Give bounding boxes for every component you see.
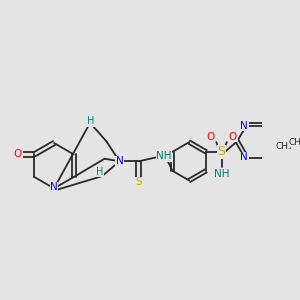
Text: N: N <box>240 121 248 130</box>
Text: CH₃: CH₃ <box>288 138 300 147</box>
Text: H: H <box>87 116 94 126</box>
Text: S: S <box>218 145 226 158</box>
Text: O: O <box>14 149 22 159</box>
Text: S: S <box>135 177 142 187</box>
Text: O: O <box>229 132 237 142</box>
Text: N: N <box>116 156 123 166</box>
Text: NH: NH <box>214 169 229 179</box>
Text: NH: NH <box>156 151 172 161</box>
Text: O: O <box>206 132 214 142</box>
Text: H: H <box>96 167 103 177</box>
Text: N: N <box>50 182 58 193</box>
Text: N: N <box>240 152 248 162</box>
Text: CH₃: CH₃ <box>275 142 292 151</box>
